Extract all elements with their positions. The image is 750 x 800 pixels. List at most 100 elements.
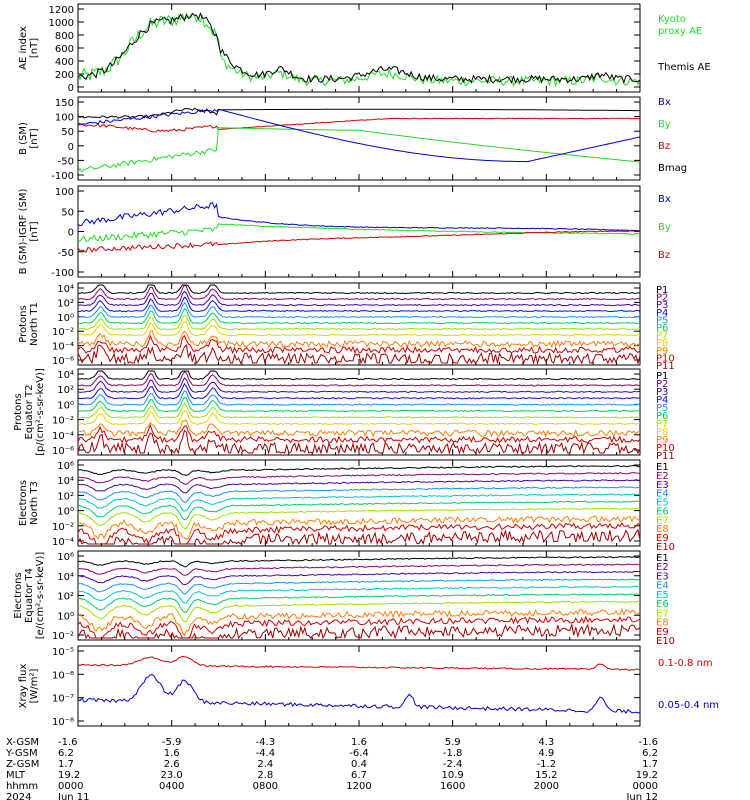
y-tick-label: 0: [68, 228, 74, 239]
legend-e9: E9: [656, 627, 669, 638]
ephemeris-value: 15.2: [535, 770, 557, 781]
y-tick-label: 10²: [57, 385, 74, 396]
channel-p9-line: [77, 419, 641, 438]
ephemeris-value: 6.2: [58, 748, 74, 759]
ephemeris-row-label: hhmm: [6, 781, 38, 792]
legend-e5: E5: [656, 498, 669, 509]
channel-p3-line: [77, 377, 641, 393]
y-tick-label: 10⁻⁶: [52, 356, 74, 367]
ephemeris-value: 6.2: [642, 748, 658, 759]
y-tick-label: 10⁻⁴: [52, 431, 74, 442]
legend-e10: E10: [656, 636, 675, 647]
channel-p4-line: [77, 382, 641, 400]
ephemeris-row-label: Y-GSM: [5, 748, 38, 759]
ephemeris-value: 0800: [253, 781, 278, 792]
legend-e8: E8: [656, 524, 669, 535]
legend-p6: P6: [656, 323, 668, 334]
legend-e4: E4: [656, 581, 669, 592]
channel-e2-line: [77, 563, 641, 576]
y-tick-label: 10⁴: [57, 572, 74, 583]
ephemeris-value: 19.2: [636, 770, 658, 781]
legend-e3: E3: [656, 480, 669, 491]
ephemeris-value: 6.7: [351, 770, 367, 781]
y-axis-label: [e/(cm²-s-sr-keV)]: [35, 552, 46, 640]
y-tick-label: 10⁰: [57, 507, 74, 518]
legend-p2: P2: [656, 293, 668, 304]
legend-p10: P10: [656, 443, 675, 454]
y-axis-label: Protons: [18, 305, 29, 342]
channel-e10-line: [77, 529, 641, 546]
y-tick-label: 10⁴: [57, 476, 74, 487]
panel-8: 10⁻⁵ 10⁻⁶ 10⁻⁷ 10⁻⁸ Xray flux [W/m²] 0.1-0.8 n…: [18, 645, 719, 728]
y-tick-label: 10²: [57, 491, 74, 502]
ephemeris-value: 0000: [633, 781, 658, 792]
y-tick-label: 10⁰: [57, 611, 74, 622]
channel-e8-line: [77, 515, 641, 540]
ephemeris-value: -5.9: [162, 737, 182, 748]
channel-e8-line: [77, 607, 641, 637]
y-axis-label: AE index: [18, 26, 29, 70]
ephemeris-value: 1.7: [58, 759, 74, 770]
channel-p3-line: [77, 290, 641, 307]
channel-p6-line: [78, 307, 641, 325]
legend-e6: E6: [656, 506, 669, 517]
y-tick-label: 400: [55, 57, 74, 68]
ephemeris-value: 1.7: [642, 759, 658, 770]
y-axis-label: Equator T2: [24, 385, 35, 440]
channel-e7-line: [77, 600, 641, 623]
panel-5: 10⁴ 10² 10⁰ 10⁻² 10⁻⁴ 10⁻⁶ Protons Equator T2 [p…: [13, 368, 675, 462]
panel-4: 10⁴ 10² 10⁰ 10⁻² 10⁻⁴ 10⁻⁶ Protons North T1 P1P2…: [18, 282, 675, 372]
legend-p6: P6: [656, 411, 668, 422]
themis-ae-line: [77, 12, 641, 85]
y-tick-label: 200: [55, 70, 74, 81]
legend-bz: Bz: [658, 141, 670, 152]
legend-e2: E2: [656, 562, 669, 573]
y-tick-label: 10²: [57, 592, 74, 603]
y-axis-label: Equator T4: [24, 568, 35, 623]
bz-igrf-line: [77, 230, 641, 253]
y-tick-label: -100: [51, 268, 74, 279]
y-tick-label: 10⁶: [57, 461, 74, 472]
y-tick-label: 1200: [49, 5, 74, 16]
legend-p9: P9: [656, 435, 668, 446]
ephemeris-value: Jun 11: [57, 792, 90, 800]
ephemeris-value: -4.3: [256, 737, 276, 748]
y-tick-label: 10⁻⁶: [52, 670, 74, 681]
bx-igrf-line: [77, 201, 641, 232]
legend-e2: E2: [656, 471, 669, 482]
ephemeris-value: 2.8: [257, 770, 273, 781]
ephemeris-value: 2.6: [164, 759, 180, 770]
y-tick-label: 10⁻⁸: [52, 717, 74, 728]
legend-e6: E6: [656, 599, 669, 610]
by-igrf-line: [77, 223, 641, 242]
ephemeris-value: -4.4: [256, 748, 276, 759]
panel-2: 150 100 50 0 -50 -100 B (SM) [nT] Bx By Bz Bmag: [18, 96, 687, 182]
ephemeris-value: -2.4: [443, 759, 463, 770]
channel-e9-line: [77, 522, 641, 545]
y-axis-label: [nT]: [29, 128, 40, 148]
y-axis-label: [p/(cm²-s-sr-keV)]: [35, 368, 46, 456]
legend-bx: Bx: [658, 97, 671, 108]
y-tick-label: -50: [58, 156, 74, 167]
legend-themis-ae: Themis AE: [657, 62, 711, 73]
ephemeris-value: 1.6: [164, 748, 180, 759]
y-tick-label: 10⁻⁴: [52, 342, 74, 353]
ephemeris-value: 2.4: [257, 759, 273, 770]
legend-p5: P5: [656, 315, 668, 326]
legend-p7: P7: [656, 419, 668, 430]
ephemeris-value: -1.8: [443, 748, 463, 759]
bmag-line: [77, 107, 640, 119]
channel-e6-line: [77, 500, 641, 521]
ephemeris-value: 0.4: [351, 759, 367, 770]
y-tick-label: 150: [55, 98, 74, 109]
legend-p3: P3: [656, 387, 668, 398]
channel-e4-line: [77, 486, 641, 504]
channel-p11-line: [77, 429, 641, 455]
y-tick-label: 0: [68, 83, 74, 94]
y-axis-label: [W/m²]: [29, 668, 40, 703]
legend-bx: Bx: [658, 194, 671, 205]
channel-p8-line: [77, 321, 640, 337]
legend-e4: E4: [656, 489, 669, 500]
channel-p1-line: [77, 284, 641, 295]
